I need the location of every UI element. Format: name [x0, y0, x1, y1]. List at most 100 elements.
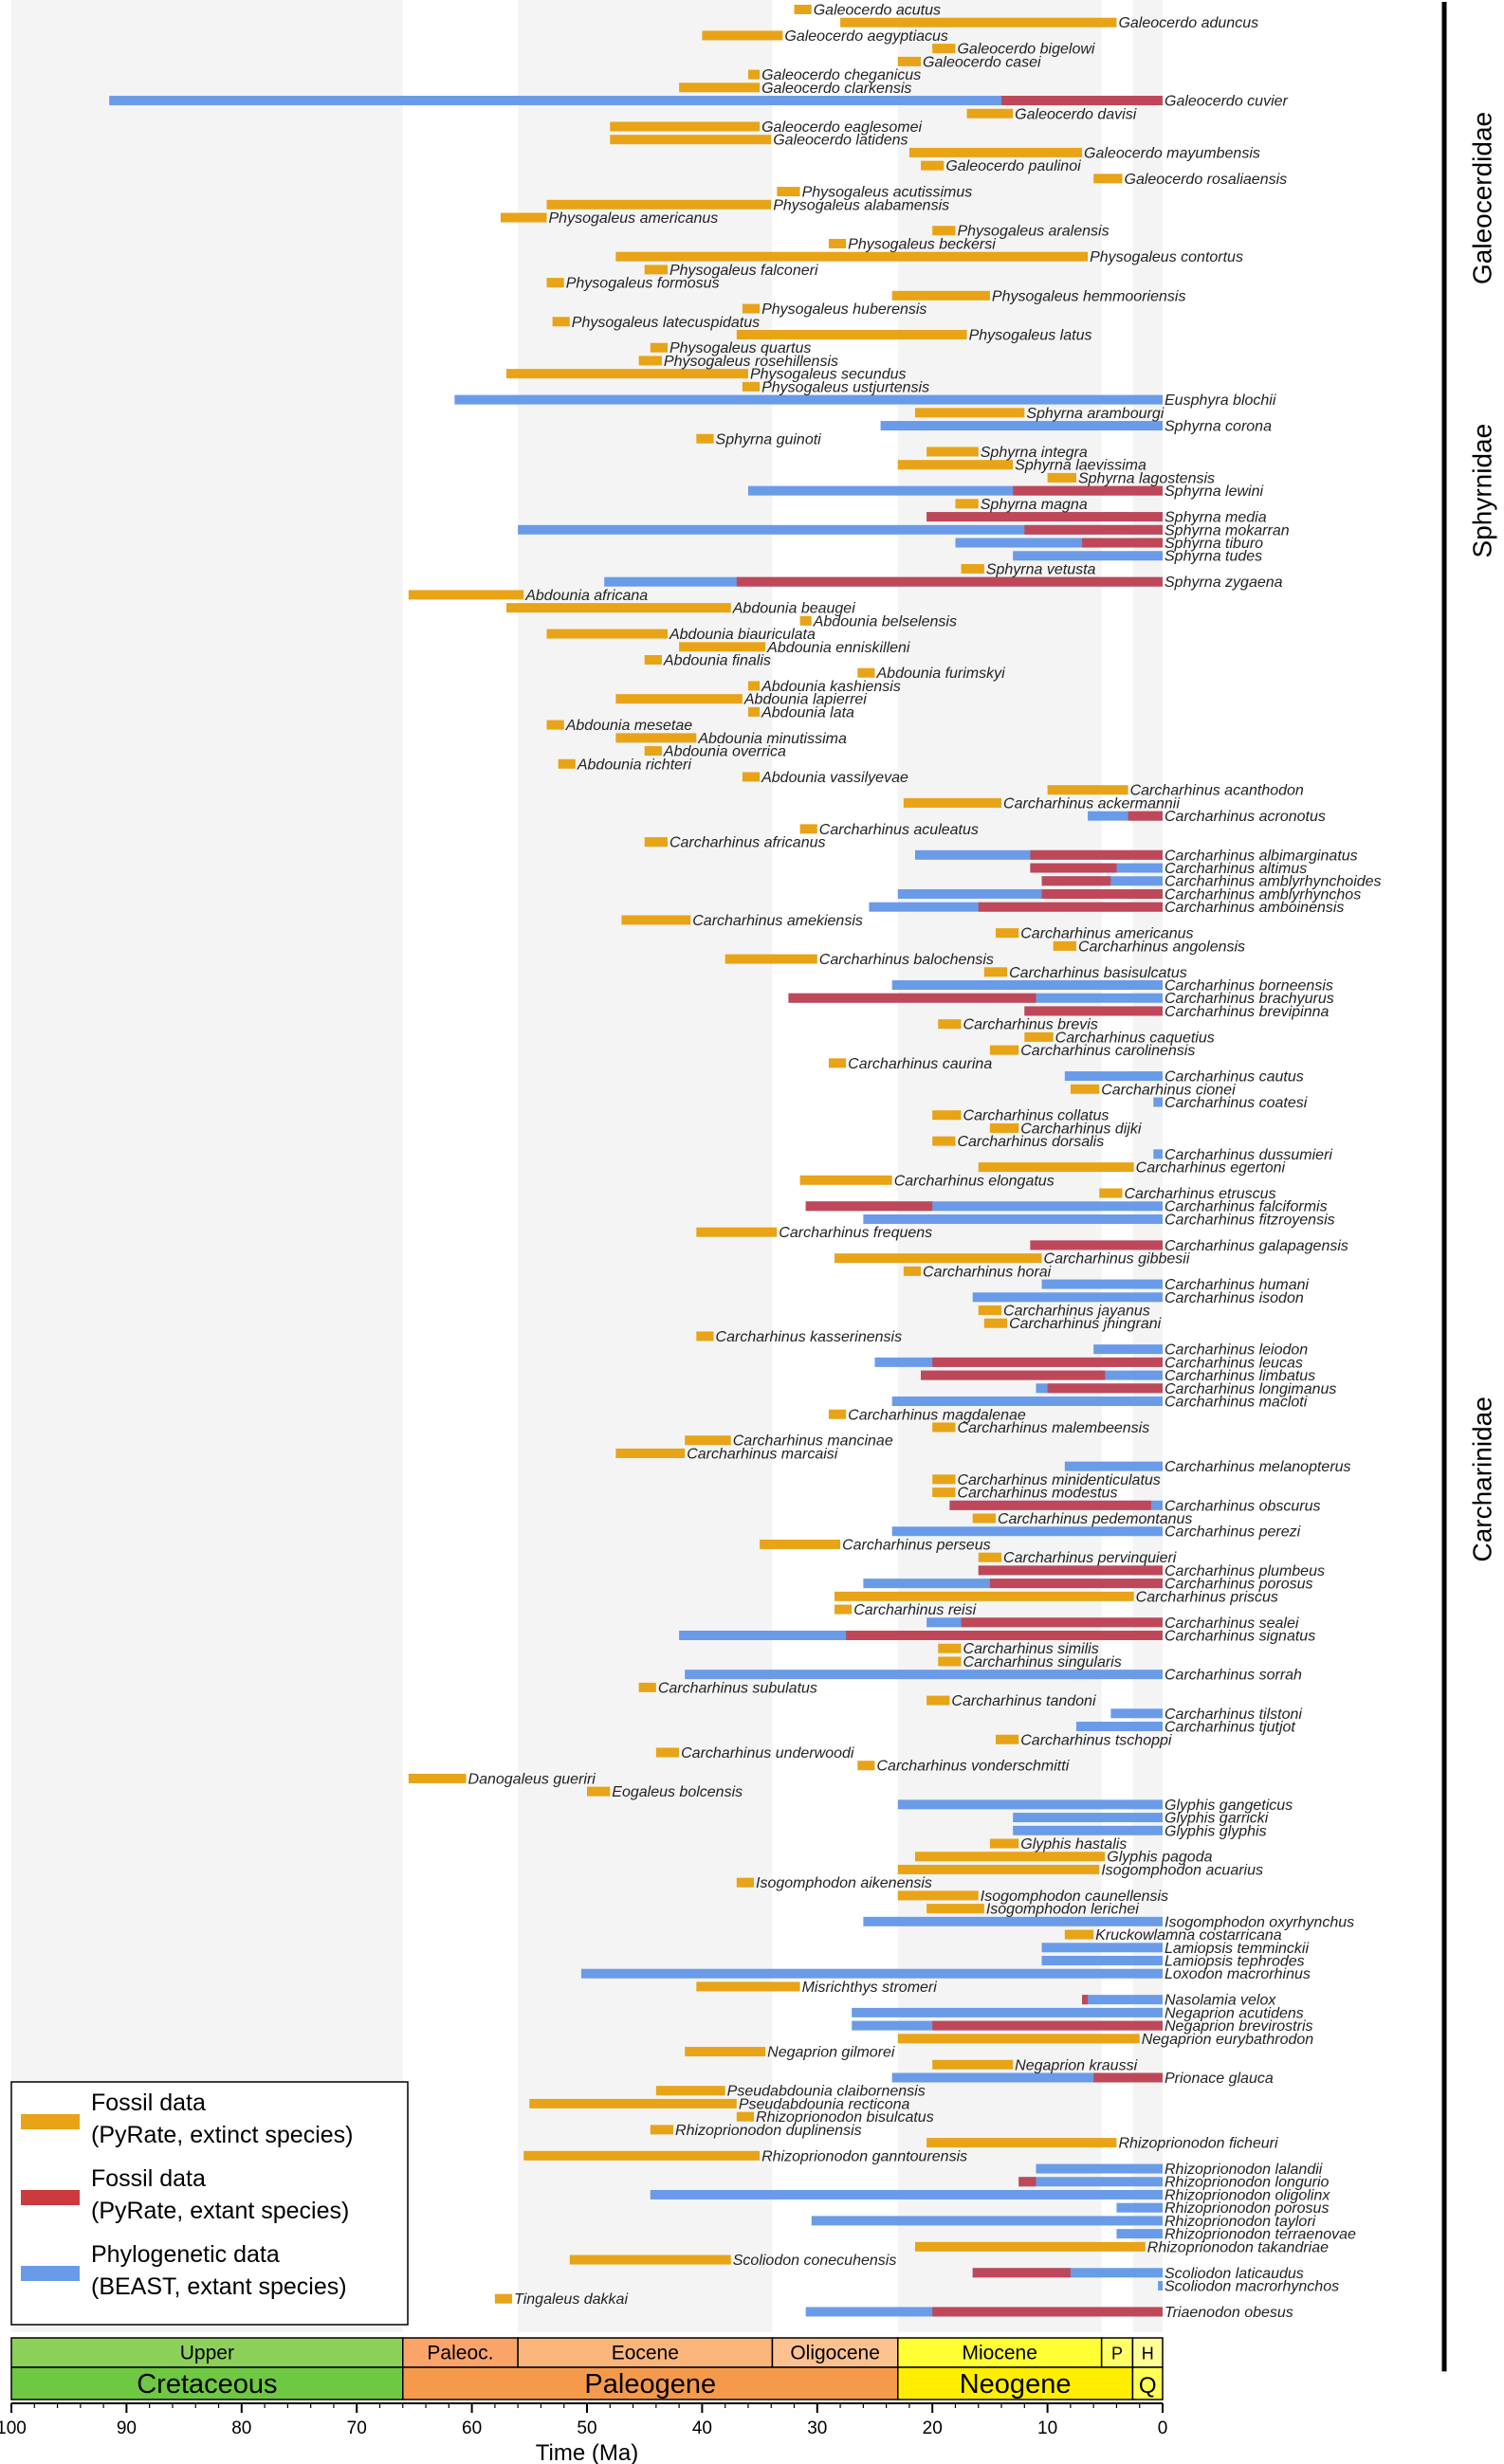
bar-fossil-extinct-carcharhinus-balochensis	[724, 954, 817, 964]
species-label-glyphis-gangeticus: Glyphis gangeticus	[1165, 1798, 1293, 1814]
legend-sublabel-fossil_extinct: (PyRate, extinct species)	[91, 2122, 354, 2148]
bar-fossil-extant-negaprion-brevirostris	[932, 2020, 1163, 2031]
period-label-cretaceous: Cretaceous	[137, 2369, 277, 2400]
bar-phylo-rhizoprionodon-oligolinx	[650, 2189, 1163, 2199]
bar-fossil-extinct-sphyrna-magna	[955, 499, 979, 509]
bar-phylo-rhizoprionodon-porosus	[1116, 2202, 1163, 2213]
species-label-carcharhinus-leucas: Carcharhinus leucas	[1165, 1355, 1303, 1371]
species-label-physogaleus-falconeri: Physogaleus falconeri	[669, 263, 818, 279]
bar-fossil-extinct-rhizoprionodon-ganntourensis	[523, 2150, 761, 2161]
species-label-isogomphodon-acuarius: Isogomphodon acuarius	[1101, 1862, 1263, 1878]
legend-label-fossil_extant: Fossil data	[91, 2165, 206, 2192]
bar-fossil-extinct-carcharhinus-brevis	[938, 1019, 962, 1030]
bar-fossil-extant-carcharhinus-amboinensis	[978, 902, 1163, 912]
epoch-label-paleoc: Paleoc.	[427, 2343, 493, 2364]
species-label-carcharhinus-signatus: Carcharhinus signatus	[1165, 1629, 1315, 1645]
bar-fossil-extinct-isogomphodon-acuarius	[897, 1864, 1100, 1874]
epoch-eocene	[517, 2337, 774, 2368]
bar-fossil-extant-carcharhinus-amblyrhynchos	[1041, 888, 1163, 899]
bar-phylo-lamiopsis-tephrodes	[1041, 1956, 1163, 1965]
family-label-sphyrnidae: Sphyrnidae	[1467, 424, 1496, 558]
species-label-carcharhinus-singularis: Carcharhinus singularis	[963, 1654, 1122, 1670]
legend-swatch-fossil_extinct	[21, 2114, 80, 2129]
bar-fossil-extinct-carcharhinus-singularis	[938, 1656, 962, 1667]
species-label-eusphyra-blochii: Eusphyra blochii	[1165, 392, 1276, 409]
species-label-rhizoprionodon-bisulcatus: Rhizoprionodon bisulcatus	[756, 2109, 934, 2126]
bar-fossil-extinct-danogaleus-gueriri	[408, 1773, 467, 1783]
species-label-negaprion-gilmorei: Negaprion gilmorei	[767, 2045, 895, 2061]
epoch-label-eocene: Eocene	[612, 2343, 679, 2364]
bar-fossil-extinct-carcharhinus-caurina	[828, 1058, 847, 1068]
bar-fossil-extant-scoliodon-laticaudus	[972, 2268, 1071, 2278]
bar-phylo-sphyrna-tiburo	[955, 538, 1163, 548]
species-label-carcharhinus-carolinensis: Carcharhinus carolinensis	[1020, 1043, 1195, 1059]
species-label-scoliodon-laticaudus: Scoliodon laticaudus	[1165, 2266, 1304, 2282]
species-label-misrichthys-stromeri: Misrichthys stromeri	[802, 1980, 938, 1996]
species-label-abdounia-kashiensis: Abdounia kashiensis	[761, 679, 901, 695]
bar-phylo-rhizoprionodon-terraenovae	[1116, 2229, 1163, 2239]
species-label-carcharhinus-similis: Carcharhinus similis	[963, 1641, 1099, 1657]
period-neogene	[897, 2366, 1134, 2400]
bar-fossil-extinct-isogomphodon-aikenensis	[736, 1877, 755, 1888]
bar-fossil-extinct-galeocerdo-rosaliaensis	[1093, 173, 1123, 184]
bar-fossil-extinct-physogaleus-acutissimus	[777, 187, 800, 197]
bar-phylo-loxodon-macrorhinus	[580, 1968, 1163, 1979]
bar-fossil-extinct-carcharhinus-minidenticulatus	[932, 1474, 956, 1485]
species-label-abdounia-minutissima: Abdounia minutissima	[697, 731, 847, 747]
bar-phylo-carcharhinus-melanopterus	[1064, 1461, 1163, 1471]
species-label-carcharhinus-minidenticulatus: Carcharhinus minidenticulatus	[957, 1472, 1160, 1488]
epoch-oligocene	[771, 2337, 899, 2368]
species-label-sphyrna-corona: Sphyrna corona	[1165, 419, 1272, 435]
bar-fossil-extinct-abdounia-kashiensis	[747, 681, 761, 691]
species-label-carcharhinus-jhingrani: Carcharhinus jhingrani	[1009, 1316, 1162, 1332]
bar-fossil-extinct-abdounia-biauriculata	[546, 629, 668, 639]
bar-fossil-extinct-physogaleus-alabamensis	[546, 199, 772, 210]
species-label-rhizoprionodon-lalandii: Rhizoprionodon lalandii	[1165, 2162, 1323, 2178]
species-label-carcharhinus-isodon: Carcharhinus isodon	[1165, 1290, 1304, 1306]
species-label-sphyrna-lagostensis: Sphyrna lagostensis	[1078, 470, 1215, 486]
species-label-galeocerdo-clarkensis: Galeocerdo clarkensis	[761, 81, 911, 97]
bar-fossil-extinct-carcharhinus-perseus	[760, 1539, 841, 1549]
species-label-loxodon-macrorhinus: Loxodon macrorhinus	[1165, 1966, 1311, 1982]
bar-fossil-extant-carcharhinus-leucas	[932, 1357, 1163, 1367]
bar-fossil-extinct-physogaleus-americanus	[500, 212, 547, 223]
species-label-sphyrna-tiburo: Sphyrna tiburo	[1165, 536, 1263, 552]
bar-fossil-extinct-glyphis-pagoda	[914, 1852, 1106, 1862]
species-label-carcharhinus-aculeatus: Carcharhinus aculeatus	[819, 822, 979, 838]
bar-fossil-extinct-physogaleus-aralensis	[932, 226, 956, 236]
species-label-physogaleus-rosehillensis: Physogaleus rosehillensis	[664, 354, 838, 370]
x-tick-label-60: 60	[462, 2418, 482, 2438]
bar-fossil-extinct-carcharhinus-tandoni	[926, 1695, 950, 1706]
species-label-carcharhinus-porosus: Carcharhinus porosus	[1165, 1577, 1313, 1593]
species-label-carcharhinus-pedemontanus: Carcharhinus pedemontanus	[998, 1511, 1192, 1527]
bar-fossil-extinct-negaprion-kraussi	[932, 2059, 1014, 2070]
species-label-galeocerdo-eaglesomei: Galeocerdo eaglesomei	[761, 119, 922, 136]
bar-fossil-extinct-carcharhinus-dijki	[989, 1122, 1019, 1133]
bar-fossil-extinct-abdounia-finalis	[644, 655, 662, 665]
bar-fossil-extinct-tingaleus-dakkai	[494, 2293, 513, 2304]
bar-fossil-extant-carcharhinus-obscurus	[949, 1500, 1151, 1510]
bar-fossil-extinct-pseudabdounia-claibornensis	[655, 2086, 725, 2096]
species-label-isogomphodon-oxyrhynchus: Isogomphodon oxyrhynchus	[1165, 1914, 1354, 1930]
species-label-carcharhinus-plumbeus: Carcharhinus plumbeus	[1165, 1563, 1325, 1579]
species-label-carcharhinus-egertoni: Carcharhinus egertoni	[1136, 1160, 1286, 1177]
bar-fossil-extinct-kruckowlamna-costarricana	[1064, 1929, 1094, 1940]
species-label-abdounia-furimskyi: Abdounia furimskyi	[876, 666, 1006, 682]
species-label-glyphis-garricki: Glyphis garricki	[1165, 1811, 1269, 1827]
bar-fossil-extinct-carcharhinus-reisi	[835, 1604, 853, 1615]
bar-fossil-extinct-carcharhinus-gibbesii	[835, 1253, 1042, 1264]
bar-fossil-extinct-carcharhinus-aculeatus	[799, 824, 817, 834]
family-brackets: Galeocerdidae Sphyrnidae Carcharinidae	[1441, 2, 1496, 2372]
bar-fossil-extinct-sphyrna-laevissima	[897, 460, 1014, 470]
species-label-carcharhinus-acanthodon: Carcharhinus acanthodon	[1130, 783, 1304, 799]
species-label-negaprion-brevirostris: Negaprion brevirostris	[1165, 2018, 1313, 2035]
species-label-carcharhinus-dorsalis: Carcharhinus dorsalis	[957, 1134, 1104, 1150]
bar-fossil-extant-carcharhinus-falciformis	[805, 1201, 933, 1212]
species-label-galeocerdo-aduncus: Galeocerdo aduncus	[1118, 15, 1258, 31]
bar-fossil-extinct-carcharhinus-americanus	[995, 928, 1019, 939]
bar-fossil-extinct-galeocerdo-acutus	[794, 5, 812, 14]
species-label-galeocerdo-latidens: Galeocerdo latidens	[773, 133, 908, 149]
bar-fossil-extinct-galeocerdo-cheganicus	[747, 69, 761, 80]
species-label-carcharhinus-brevis: Carcharhinus brevis	[963, 1017, 1098, 1033]
